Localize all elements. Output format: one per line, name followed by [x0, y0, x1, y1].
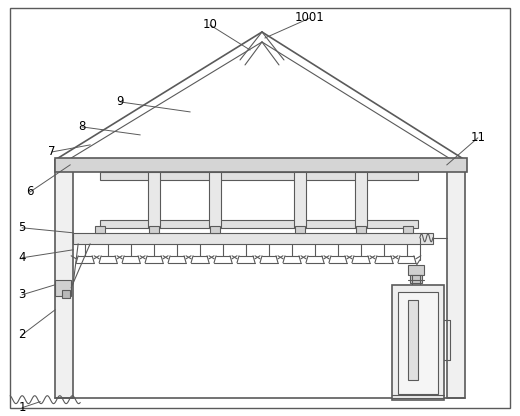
Bar [410, 275, 422, 283]
Text: 11: 11 [470, 131, 485, 144]
Bar [408, 300, 418, 380]
Bar [100, 172, 418, 180]
Bar [210, 226, 220, 233]
Bar [403, 226, 413, 233]
Bar [100, 220, 418, 228]
Bar [392, 285, 444, 400]
Text: 3: 3 [19, 288, 26, 301]
Bar [148, 172, 160, 228]
Text: 6: 6 [27, 186, 34, 198]
Bar [398, 292, 438, 394]
Bar [149, 226, 159, 233]
Text: 4: 4 [18, 251, 26, 264]
Bar [95, 226, 105, 233]
Bar [447, 160, 465, 398]
Bar [55, 158, 467, 172]
Bar [356, 226, 366, 233]
Text: 9: 9 [116, 95, 124, 109]
Bar [55, 160, 73, 398]
Text: 1001: 1001 [295, 12, 325, 25]
Text: 10: 10 [203, 18, 217, 32]
Bar [55, 280, 71, 296]
Text: 8: 8 [79, 120, 86, 134]
Bar [73, 233, 433, 244]
Text: 5: 5 [19, 221, 26, 234]
Text: 7: 7 [48, 145, 56, 158]
Text: 1: 1 [18, 401, 26, 414]
Bar [294, 172, 306, 228]
Bar [295, 226, 305, 233]
Bar [355, 172, 367, 228]
Bar [209, 172, 221, 228]
Text: 2: 2 [18, 328, 26, 341]
Bar [62, 290, 70, 298]
Bar [408, 265, 424, 275]
